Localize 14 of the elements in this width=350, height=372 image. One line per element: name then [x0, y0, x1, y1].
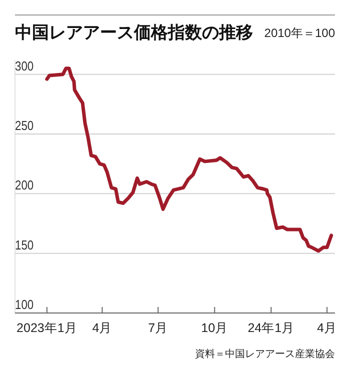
text: 資料＝中国レアアース産業協会 [195, 348, 335, 360]
x-tick-label: 4月 [92, 321, 112, 335]
chart-subtitle: 2010年＝100 [264, 26, 336, 40]
y-tick-label: 100 [15, 297, 37, 312]
x-tick-label: 4月 [317, 321, 337, 335]
x-tick-label: 24年1月 [248, 321, 295, 335]
x-tick-label: 2023年1月 [16, 321, 78, 335]
y-tick-label: 300 [15, 58, 37, 74]
chart-title: 中国レアアース価格指数の推移 [15, 23, 253, 42]
y-tick-label: 250 [15, 118, 37, 133]
x-tick-label: 7月 [148, 321, 168, 335]
x-tick-label: 10月 [201, 321, 228, 335]
y-tick-label: 150 [15, 237, 37, 252]
y-tick-label: 200 [15, 178, 37, 193]
